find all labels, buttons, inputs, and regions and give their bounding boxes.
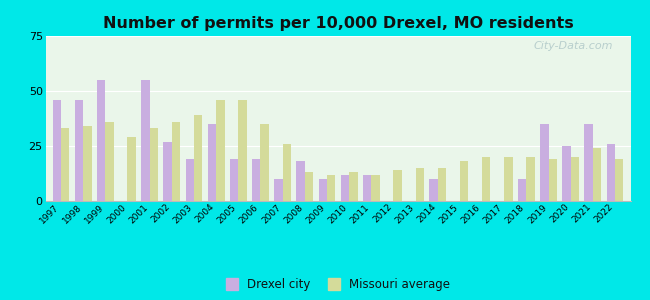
Bar [83, 126, 92, 201]
Bar [363, 175, 371, 201]
Title: Number of permits per 10,000 Drexel, MO residents: Number of permits per 10,000 Drexel, MO … [103, 16, 573, 31]
Bar [75, 100, 83, 201]
Bar [141, 80, 150, 201]
Bar [185, 159, 194, 201]
Bar [283, 144, 291, 201]
Bar [341, 175, 349, 201]
Bar [504, 157, 513, 201]
Bar [349, 172, 358, 201]
Bar [239, 100, 247, 201]
Legend: Drexel city, Missouri average: Drexel city, Missouri average [226, 278, 450, 291]
Bar [105, 122, 114, 201]
Bar [584, 124, 593, 201]
Bar [593, 148, 601, 201]
Bar [562, 146, 571, 201]
Bar [371, 175, 380, 201]
Bar [327, 175, 335, 201]
Bar [571, 157, 579, 201]
Bar [429, 179, 437, 201]
Bar [53, 100, 61, 201]
Bar [318, 179, 327, 201]
Bar [606, 144, 615, 201]
Bar [172, 122, 180, 201]
Bar [194, 115, 202, 201]
Bar [163, 142, 172, 201]
Bar [437, 168, 446, 201]
Bar [97, 80, 105, 201]
Bar [615, 159, 623, 201]
Bar [305, 172, 313, 201]
Bar [415, 168, 424, 201]
Bar [150, 128, 158, 201]
Bar [482, 157, 491, 201]
Bar [127, 137, 136, 201]
Bar [216, 100, 224, 201]
Bar [460, 161, 468, 201]
Bar [208, 124, 216, 201]
Bar [261, 124, 269, 201]
Bar [518, 179, 527, 201]
Bar [61, 128, 70, 201]
Bar [252, 159, 261, 201]
Bar [526, 157, 535, 201]
Bar [540, 124, 549, 201]
Bar [296, 161, 305, 201]
Bar [230, 159, 239, 201]
Bar [274, 179, 283, 201]
Bar [549, 159, 557, 201]
Text: City-Data.com: City-Data.com [534, 41, 613, 51]
Bar [393, 170, 402, 201]
